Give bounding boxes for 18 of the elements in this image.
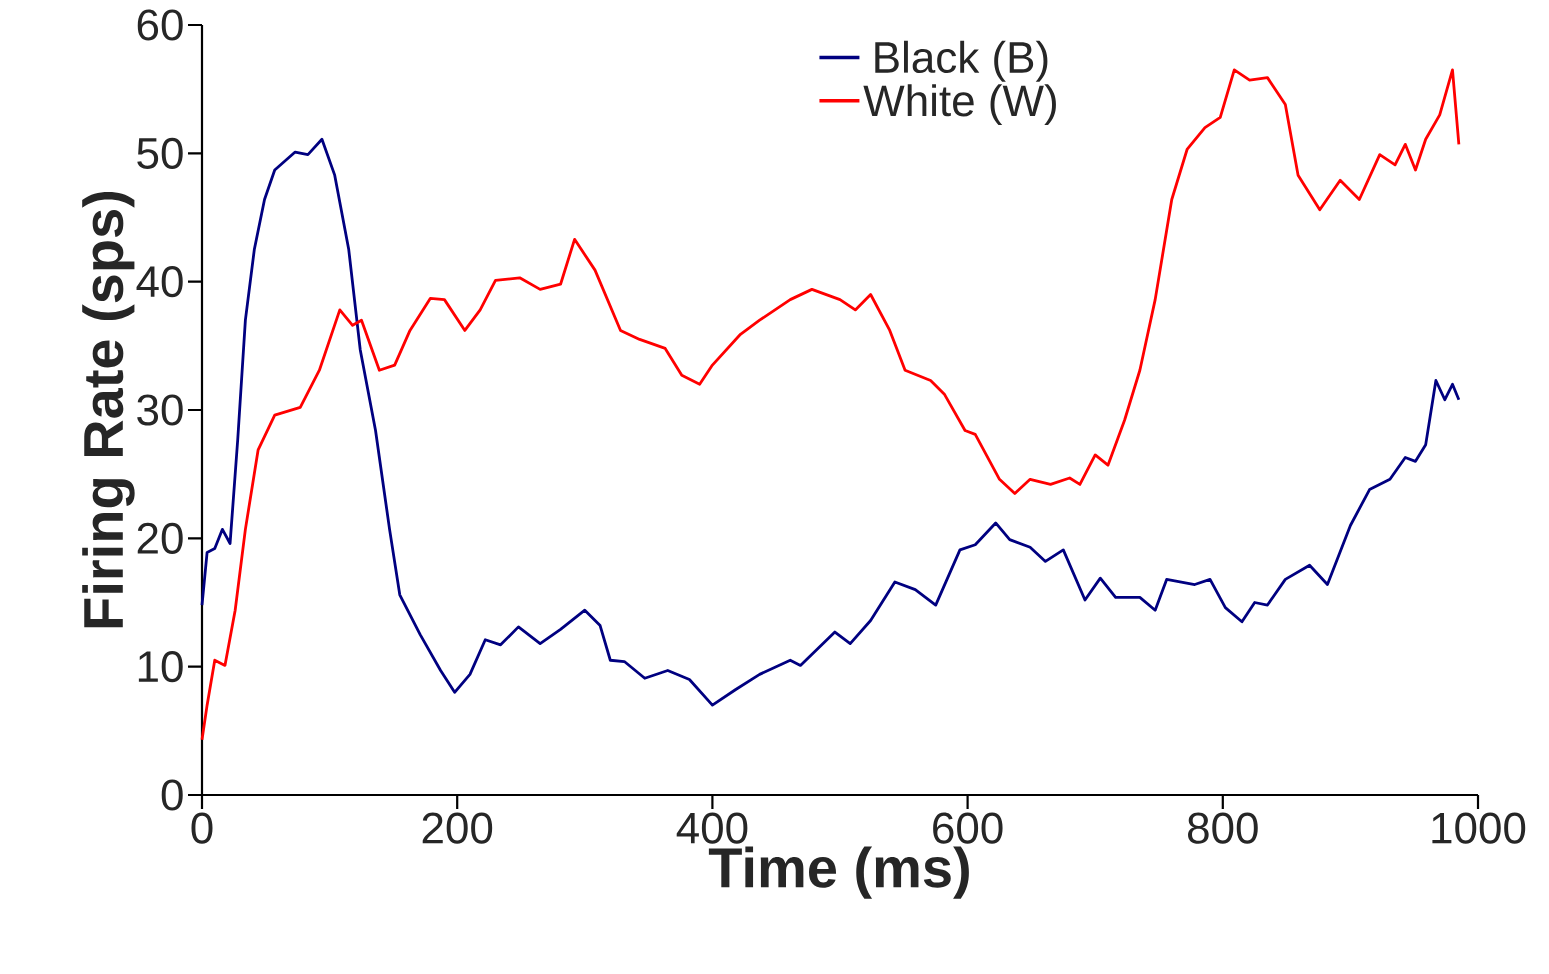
y-tick-label: 30 — [137, 394, 183, 426]
x-tick-label: 600 — [933, 812, 1003, 844]
legend-label: White (W) — [863, 84, 1056, 126]
x-axis-title: Time (ms) — [708, 846, 969, 899]
x-tick-label: 1000 — [1432, 812, 1526, 844]
y-axis-title: Firing Rate (sps) — [82, 191, 135, 628]
y-tick-label: 60 — [137, 9, 183, 41]
x-tick-label: 800 — [1188, 812, 1258, 844]
x-tick-label: 200 — [422, 812, 493, 844]
y-tick-label: 40 — [136, 266, 183, 298]
y-tick-label: 10 — [138, 651, 183, 683]
x-tick-label: 400 — [676, 812, 748, 844]
line-series — [200, 137, 1461, 707]
legend-label: Black (B) — [875, 40, 1048, 82]
x-tick-label: 0 — [191, 812, 213, 844]
y-tick-label: 20 — [137, 522, 183, 554]
y-tick-label: 50 — [137, 137, 183, 169]
y-tick-label: 0 — [161, 779, 183, 811]
